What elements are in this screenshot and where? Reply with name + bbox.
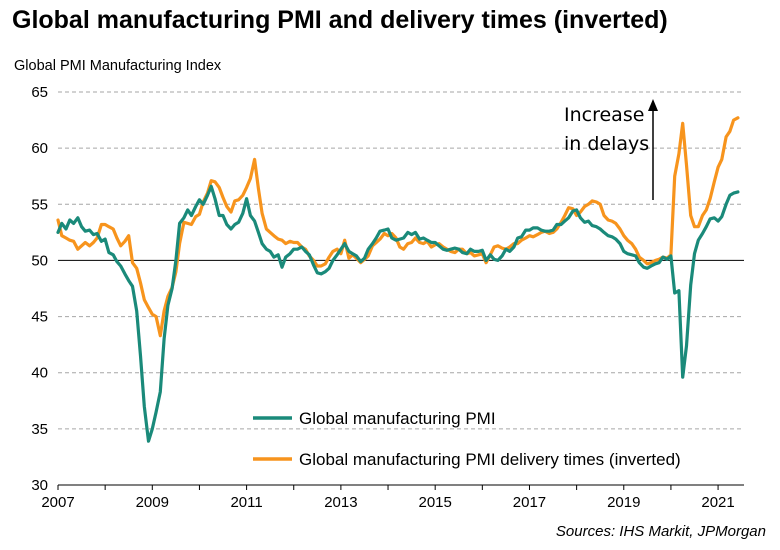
y-tick-label: 30 xyxy=(31,477,48,494)
chart-title: Global manufacturing PMI and delivery ti… xyxy=(12,6,668,34)
annotation-line-1: Increase xyxy=(564,104,644,126)
y-axis-ticks: 30 35 40 45 50 55 60 65 xyxy=(31,84,48,494)
y-tick-label: 35 xyxy=(31,421,48,438)
x-axis: 2007 2009 2011 2013 2015 2017 2019 2021 xyxy=(41,484,744,511)
series-line-pmi xyxy=(56,184,740,443)
y-tick-label: 40 xyxy=(31,365,48,382)
gridlines xyxy=(58,91,744,430)
x-tick-label: 2011 xyxy=(230,494,262,511)
y-tick-label: 55 xyxy=(31,196,48,213)
y-axis-label: Global PMI Manufacturing Index xyxy=(14,58,222,74)
legend-label-pmi: Global manufacturing PMI xyxy=(299,409,496,428)
y-tick-label: 65 xyxy=(31,84,48,101)
x-tick-label: 2013 xyxy=(324,494,357,511)
legend-label-delivery: Global manufacturing PMI delivery times … xyxy=(299,450,681,469)
x-tick-label: 2017 xyxy=(513,494,546,511)
y-tick-label: 45 xyxy=(31,309,48,326)
x-tick-label: 2021 xyxy=(701,494,734,511)
annotation-line-2: in delays xyxy=(564,133,649,155)
series-lines xyxy=(56,116,740,443)
x-tick-label: 2007 xyxy=(41,494,74,511)
x-tick-label: 2009 xyxy=(136,494,169,511)
y-tick-label: 60 xyxy=(31,140,48,157)
x-tick-label: 2015 xyxy=(418,494,451,511)
source-note: Sources: IHS Markit, JPMorgan xyxy=(555,523,766,540)
y-tick-label: 50 xyxy=(31,252,48,269)
legend: Global manufacturing PMI Global manufact… xyxy=(253,409,681,469)
delay-annotation: Increase in delays xyxy=(564,99,658,200)
up-arrow-icon xyxy=(648,99,658,111)
x-tick-label: 2019 xyxy=(607,494,640,511)
